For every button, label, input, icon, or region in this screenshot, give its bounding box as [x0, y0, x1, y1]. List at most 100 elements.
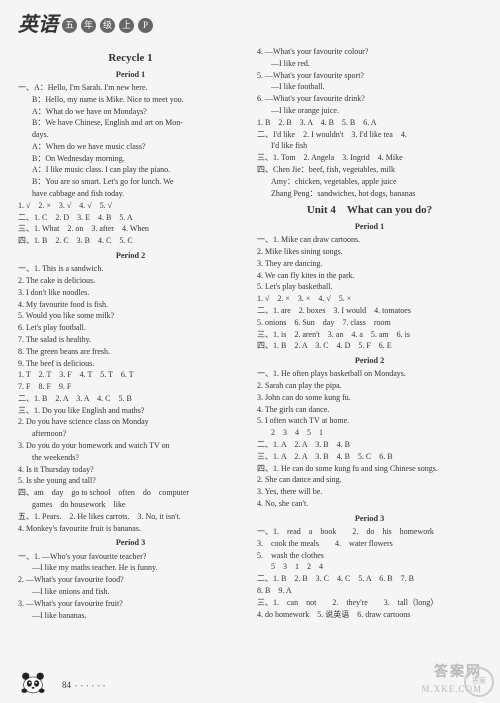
text-line: 5 3 1 2 4 — [257, 562, 482, 573]
text-line: 一、1. This is a sandwich. — [18, 264, 243, 275]
text-line: 2. Mike likes sining songs. — [257, 247, 482, 258]
text-line: 5. Let's play basketball. — [257, 282, 482, 293]
page-dots — [75, 679, 106, 691]
text-line: B：Hello, my name is Mike. Nice to meet y… — [18, 95, 243, 106]
text-line: 1. B 2. B 3. A 4. B 5. B 6. A — [257, 118, 482, 129]
text-line: 4. My favourite food is fish. — [18, 300, 243, 311]
page-number: 84 — [62, 679, 71, 691]
unit4-title: Unit 4 What can you do? — [257, 203, 482, 218]
panda-icon — [18, 669, 48, 695]
text-line: —I like football. — [257, 82, 482, 93]
text-line: 四、1. He can do some kung fu and sing Chi… — [257, 464, 482, 475]
text-line: B：On Wednesday morning. — [18, 154, 243, 165]
text-line: 5. I often watch TV at home. — [257, 416, 482, 427]
period3b-content: 4. —What's your favourite colour?—I like… — [257, 47, 482, 199]
page-footer: 84 答案网 M.XKE.COM — [18, 664, 482, 695]
text-line: B：We have Chinese, English and art on Mo… — [18, 118, 243, 129]
text-line: 7. F 8. F 9. F — [18, 382, 243, 393]
text-line: 8. B 9. A — [257, 586, 482, 597]
u4p2-content: 一、1. He often plays basketball on Monday… — [257, 369, 482, 510]
text-line: 一、1. He often plays basketball on Monday… — [257, 369, 482, 380]
text-line: 二、1. A 2. A 3. B 4. B — [257, 440, 482, 451]
text-line: 三、1. can not 2. they're 3. tall（long） — [257, 598, 482, 609]
period-title: Period 1 — [18, 69, 243, 80]
text-line: afternoon? — [18, 429, 243, 440]
text-line: 五、1. Pears. 2. He likes carrots. 3. No, … — [18, 512, 243, 523]
text-line: 3. I don't like noodles. — [18, 288, 243, 299]
text-line: 二、1. B 2. A 3. A 4. C 5. B — [18, 394, 243, 405]
u4p3-content: 一、1. read a book 2. do his homework3. co… — [257, 527, 482, 620]
period-title: Period 3 — [18, 537, 243, 548]
watermark-stamp: 答案 — [464, 667, 494, 697]
text-line: 4. The girls can dance. — [257, 405, 482, 416]
text-line: B：You are so smart. Let's go for lunch. … — [18, 177, 243, 188]
text-line: Zhang Peng：sandwiches, hot dogs, bananas — [257, 189, 482, 200]
text-line: 5. —What's your favourite sport? — [257, 71, 482, 82]
text-line: —I like red. — [257, 59, 482, 70]
period-title: Period 2 — [257, 355, 482, 366]
text-line: A：What do we have on Mondays? — [18, 107, 243, 118]
text-line: 二、1. are 2. boxes 3. I would 4. tomatoes — [257, 306, 482, 317]
text-line: 二、1. B 2. B 3. C 4. C 5. A 6. B 7. B — [257, 574, 482, 585]
page-number-block: 84 — [62, 679, 106, 691]
text-line: 一、A：Hello, I'm Sarah. I'm new here. — [18, 83, 243, 94]
text-line: 四、1. B 2. A 3. C 4. D 5. F 6. E — [257, 341, 482, 352]
text-line: 3. Yes, there will be. — [257, 487, 482, 498]
text-line: 7. The salad is healthy. — [18, 335, 243, 346]
text-line: 二、I'd like 2. I wouldn't 3. I'd like tea… — [257, 130, 482, 141]
u4p1-content: 一、1. Mike can draw cartoons.2. Mike like… — [257, 235, 482, 352]
period-title: Period 1 — [257, 221, 482, 232]
text-line: 2. Sarah can play the pipa. — [257, 381, 482, 392]
text-line: I'd like fish — [257, 141, 482, 152]
period-title: Period 3 — [257, 513, 482, 524]
text-line: 4. Monkey's favourite fruit is bananas. — [18, 524, 243, 535]
grade-badge: 上 — [119, 18, 134, 33]
text-line: 1. √ 2. × 3. × 4. √ 5. × — [257, 294, 482, 305]
page-header: 英语 五 年 级 上 P — [18, 12, 482, 39]
text-line: 4. We can fly kites in the park. — [257, 271, 482, 282]
text-line: 6. Let's play football. — [18, 323, 243, 334]
text-line: —I like bananas. — [18, 611, 243, 622]
text-line: 4. Is it Thursday today? — [18, 465, 243, 476]
text-line: 四、1. B 2. C 3. B 4. C 5. C — [18, 236, 243, 247]
text-line: 5. Is she young and tall? — [18, 476, 243, 487]
grade-badge: 级 — [100, 18, 115, 33]
period3-content: 一、1. —Who's your favourite teacher?—I li… — [18, 552, 243, 622]
text-line: 4. —What's your favourite colour? — [257, 47, 482, 58]
text-line: —I like onions and fish. — [18, 587, 243, 598]
grade-badge: P — [138, 18, 153, 33]
grade-badge: 五 — [62, 18, 77, 33]
text-line: 9. The beef is delicious. — [18, 359, 243, 370]
text-line: 4. No, she can't. — [257, 499, 482, 510]
text-line: 2. —What's your favourite food? — [18, 575, 243, 586]
text-line: 三、1. What 2. on 3. after 4. When — [18, 224, 243, 235]
text-line: 2. She can dance and sing. — [257, 475, 482, 486]
text-line: 6. —What's your favourite drink? — [257, 94, 482, 105]
text-line: 一、1. read a book 2. do his homework — [257, 527, 482, 538]
text-line: 一、1. —Who's your favourite teacher? — [18, 552, 243, 563]
left-column: Recycle 1 Period 1 一、A：Hello, I'm Sarah.… — [18, 47, 243, 622]
text-line: 三、1. Tom 2. Angela 3. Ingrid 4. Mike — [257, 153, 482, 164]
recycle-title: Recycle 1 — [18, 51, 243, 66]
period1-content: 一、A：Hello, I'm Sarah. I'm new here.B：Hel… — [18, 83, 243, 247]
text-line: Amy：chicken, vegetables, apple juice — [257, 177, 482, 188]
text-line: 三、1. Do you like English and maths? — [18, 406, 243, 417]
period2-content: 一、1. This is a sandwich.2. The cake is d… — [18, 264, 243, 534]
text-line: 1. T 2. T 3. F 4. T 5. T 6. T — [18, 370, 243, 381]
text-line: 3. They are dancing. — [257, 259, 482, 270]
text-line: 3. John can do some kung fu. — [257, 393, 482, 404]
text-line: have cabbage and fish today. — [18, 189, 243, 200]
text-line: 三、1. is 2. aren't 3. an 4. a 5. am 6. is — [257, 330, 482, 341]
text-line: —I like my maths teacher. He is funny. — [18, 563, 243, 574]
content-columns: Recycle 1 Period 1 一、A：Hello, I'm Sarah.… — [18, 47, 482, 622]
right-column: 4. —What's your favourite colour?—I like… — [257, 47, 482, 622]
text-line: 8. The green beans are fresh. — [18, 347, 243, 358]
subject-title: 英语 — [18, 12, 58, 39]
text-line: 四、am day go to school often do computer — [18, 488, 243, 499]
period-title: Period 2 — [18, 250, 243, 261]
text-line: 3. cook the meals 4. water flowers — [257, 539, 482, 550]
text-line: 5. onions 6. Sun day 7. class room — [257, 318, 482, 329]
text-line: days. — [18, 130, 243, 141]
text-line: 3. Do you do your homework and watch TV … — [18, 441, 243, 452]
text-line: 5. Would you like some milk? — [18, 311, 243, 322]
